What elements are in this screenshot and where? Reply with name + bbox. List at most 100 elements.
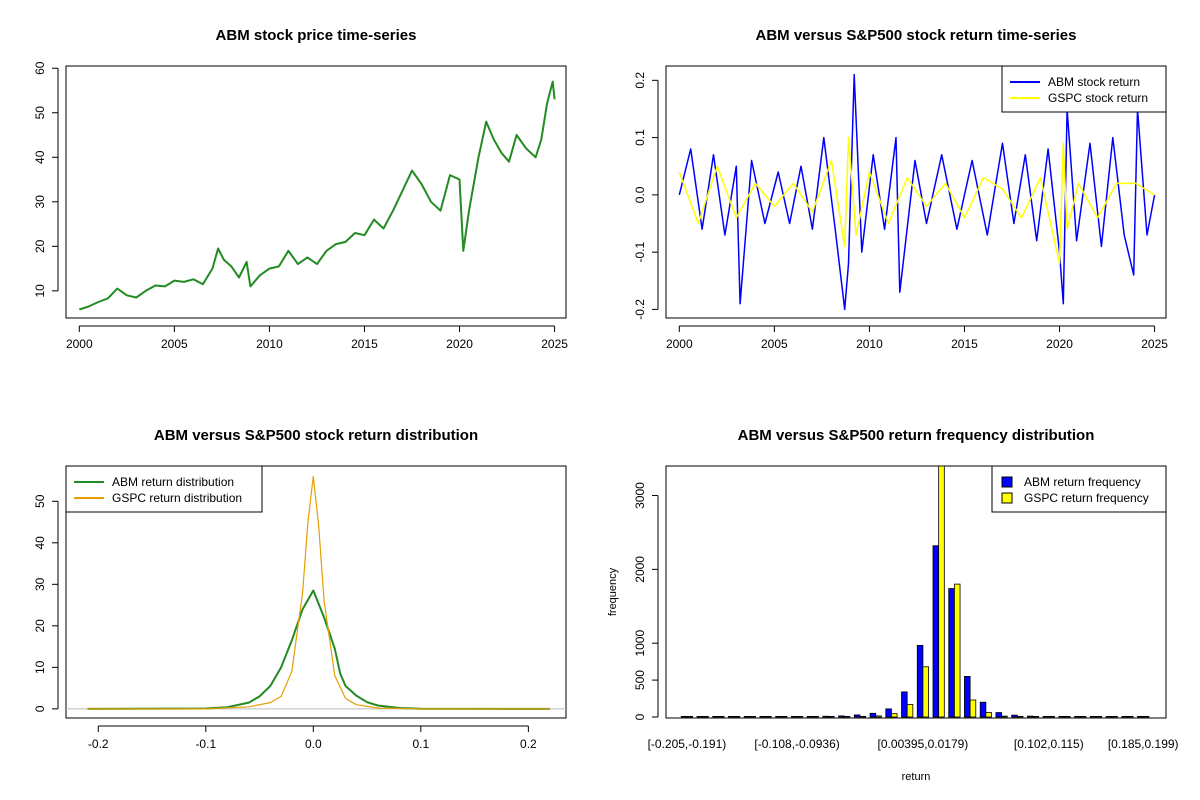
x-tick-label: 2025 [541,337,568,351]
panel-return-timeseries: ABM versus S&P500 stock return time-seri… [633,27,1168,351]
y-tick-label: 20 [33,619,47,633]
bar-abm [1058,716,1065,718]
bar-abm [916,644,924,718]
y-tick-label: 50 [33,106,47,120]
y-axis-title: frequency [607,567,619,616]
bar-gspc [780,716,788,718]
bar-abm [948,588,955,718]
x-tick-label: 2000 [66,337,93,351]
series-line-gspc-stock-return [678,136,1155,265]
y-tick-label: 0.0 [633,186,647,203]
series-line-gspc-return-distribution [87,475,550,710]
chart-title: ABM stock price time-series [216,27,417,44]
series-line-abm-stock-price [78,80,556,311]
legend-swatch [1001,476,1013,488]
bar-gspc [906,704,914,718]
x-tick-label: 2015 [951,337,978,351]
y-tick-label: 50 [33,494,47,508]
bar-gspc [1064,716,1071,718]
bar-abm [932,545,940,718]
bar-abm [822,715,829,718]
x-tick-label: 0.2 [520,737,537,751]
bar-gspc [891,713,898,718]
chart-title: ABM versus S&P500 return frequency distr… [738,427,1095,444]
bar-abm [869,712,877,718]
y-tick-label: 0 [633,713,647,720]
bar-abm [964,675,971,718]
bar-gspc [812,716,819,718]
plot-frame [65,65,567,319]
plot-frame [65,465,567,719]
x-tick-label: -0.1 [195,737,216,751]
x-tick-label: 2010 [856,337,883,351]
bar-gspc [859,716,867,718]
bar-gspc [938,465,945,718]
legend-label: GSPC stock return [1048,91,1148,105]
plot-frame [665,465,1167,719]
bar-abm [728,716,735,718]
bar-gspc [796,716,804,718]
x-tick-label: 2020 [1046,337,1073,351]
bar-abm [1074,716,1081,718]
x-tick-label: 0.1 [412,737,429,751]
bar-gspc [843,716,851,718]
legend-swatch [1001,492,1013,504]
bar-abm [979,701,987,718]
legend-label: ABM return frequency [1024,475,1141,489]
legend-label: ABM stock return [1048,75,1140,89]
bar-gspc [1016,716,1024,718]
bar-gspc [1095,716,1103,718]
y-tick-label: 60 [33,61,47,75]
bar-gspc [702,716,709,718]
x-tick-label: 2000 [666,337,693,351]
legend-box [65,465,263,513]
bar-abm [838,715,845,718]
x-tick-label: 2005 [761,337,788,351]
bar-gspc [733,716,741,718]
y-tick-label: 2000 [633,556,647,583]
x-tick-label: [-0.205,-0.191) [648,737,727,751]
legend-box [1001,65,1167,113]
bar-abm [806,716,814,718]
y-tick-label: 3000 [633,482,647,509]
bar-gspc [875,715,882,718]
y-tick-label: 0.1 [633,129,647,146]
bar-abm [853,714,861,718]
panel-return-distribution: ABM versus S&P500 stock return distribut… [33,427,567,751]
x-tick-label: 2010 [256,337,283,351]
y-tick-label: -0.1 [633,241,647,262]
bar-abm [775,716,782,718]
bar-abm [885,708,892,718]
x-tick-label: [0.185,0.199) [1108,737,1179,751]
x-tick-label: 2025 [1141,337,1168,351]
y-tick-label: 30 [33,195,47,209]
y-tick-label: 20 [33,239,47,253]
bar-abm [696,716,704,718]
plot-frame [665,65,1167,319]
bar-gspc [969,699,977,718]
bar-abm [1105,716,1113,718]
bar-abm [712,716,719,718]
x-tick-label: 2020 [446,337,473,351]
x-tick-label: 2015 [351,337,378,351]
y-tick-label: 500 [633,670,647,690]
panel-frequency-distribution: ABM versus S&P500 return frequency distr… [607,427,1179,783]
chart-title: ABM versus S&P500 stock return distribut… [154,427,478,444]
bar-abm [995,712,1002,718]
legend-box [991,465,1167,513]
legend-label: ABM return distribution [112,475,234,489]
panel-stock-price: ABM stock price time-series 10 20 30 40 50 60 2… [33,27,568,351]
y-tick-label: 0.2 [633,72,647,89]
y-tick-label: 10 [33,660,47,674]
bar-abm [680,716,688,718]
bar-gspc [686,716,693,718]
bar-gspc [749,716,756,718]
bar-gspc [1032,716,1040,718]
legend-label: GSPC return distribution [112,491,242,505]
bar-abm [1089,716,1097,718]
y-tick-label: 1000 [633,630,647,657]
bar-gspc [985,712,992,718]
bar-gspc [922,666,929,718]
bar-abm [1026,715,1034,718]
